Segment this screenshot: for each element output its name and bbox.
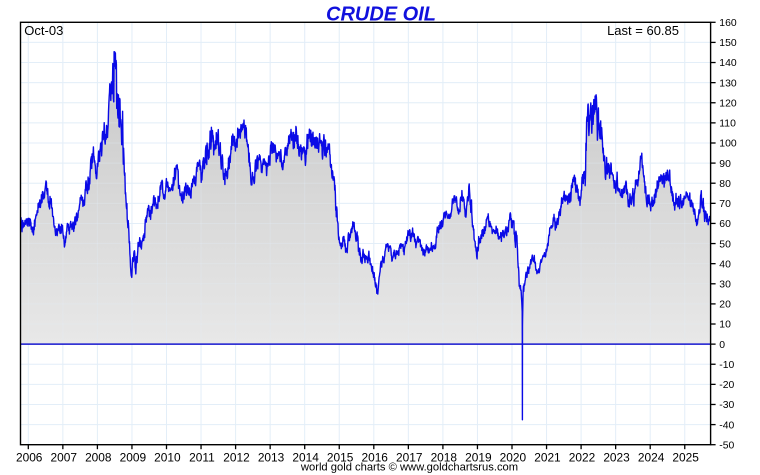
svg-text:-10: -10 (719, 360, 734, 371)
svg-text:2022: 2022 (569, 451, 596, 465)
svg-text:20: 20 (719, 300, 731, 311)
svg-text:90: 90 (719, 159, 731, 170)
svg-text:120: 120 (719, 98, 737, 109)
svg-text:130: 130 (719, 78, 737, 89)
svg-text:Oct-03: Oct-03 (24, 23, 63, 38)
svg-text:2020: 2020 (500, 451, 527, 465)
svg-text:150: 150 (719, 38, 737, 49)
svg-text:2016: 2016 (361, 451, 388, 465)
svg-text:0: 0 (719, 340, 725, 351)
svg-text:2008: 2008 (85, 451, 112, 465)
svg-text:80: 80 (719, 179, 731, 190)
svg-text:2019: 2019 (465, 451, 492, 465)
svg-text:2023: 2023 (603, 451, 630, 465)
svg-text:-50: -50 (719, 440, 734, 451)
svg-text:50: 50 (719, 239, 731, 250)
svg-text:2015: 2015 (327, 451, 354, 465)
svg-text:30: 30 (719, 279, 731, 290)
svg-text:100: 100 (719, 139, 737, 150)
svg-text:110: 110 (719, 119, 736, 130)
svg-text:70: 70 (719, 199, 731, 210)
svg-text:2013: 2013 (258, 451, 285, 465)
svg-text:2007: 2007 (51, 451, 78, 465)
svg-text:2009: 2009 (120, 451, 147, 465)
svg-text:CRUDE OIL: CRUDE OIL (326, 3, 436, 25)
svg-text:2024: 2024 (638, 451, 665, 465)
svg-text:10: 10 (719, 320, 731, 331)
svg-text:2011: 2011 (189, 451, 215, 465)
svg-text:world gold charts © www.goldch: world gold charts © www.goldchartsrus.co… (300, 462, 518, 474)
svg-text:2021: 2021 (534, 451, 561, 465)
svg-text:2025: 2025 (672, 451, 699, 465)
svg-text:-40: -40 (719, 420, 734, 431)
svg-text:60: 60 (719, 219, 731, 230)
svg-text:2018: 2018 (431, 451, 458, 465)
svg-text:40: 40 (719, 259, 731, 270)
svg-text:Last = 60.85: Last = 60.85 (607, 23, 679, 38)
svg-text:2012: 2012 (223, 451, 250, 465)
svg-text:2010: 2010 (154, 451, 181, 465)
svg-text:-30: -30 (719, 400, 734, 411)
svg-text:2017: 2017 (396, 451, 423, 465)
svg-text:2006: 2006 (16, 451, 43, 465)
svg-text:160: 160 (719, 18, 737, 29)
svg-text:-20: -20 (719, 380, 734, 391)
svg-text:2014: 2014 (292, 451, 319, 465)
svg-text:140: 140 (719, 58, 737, 69)
